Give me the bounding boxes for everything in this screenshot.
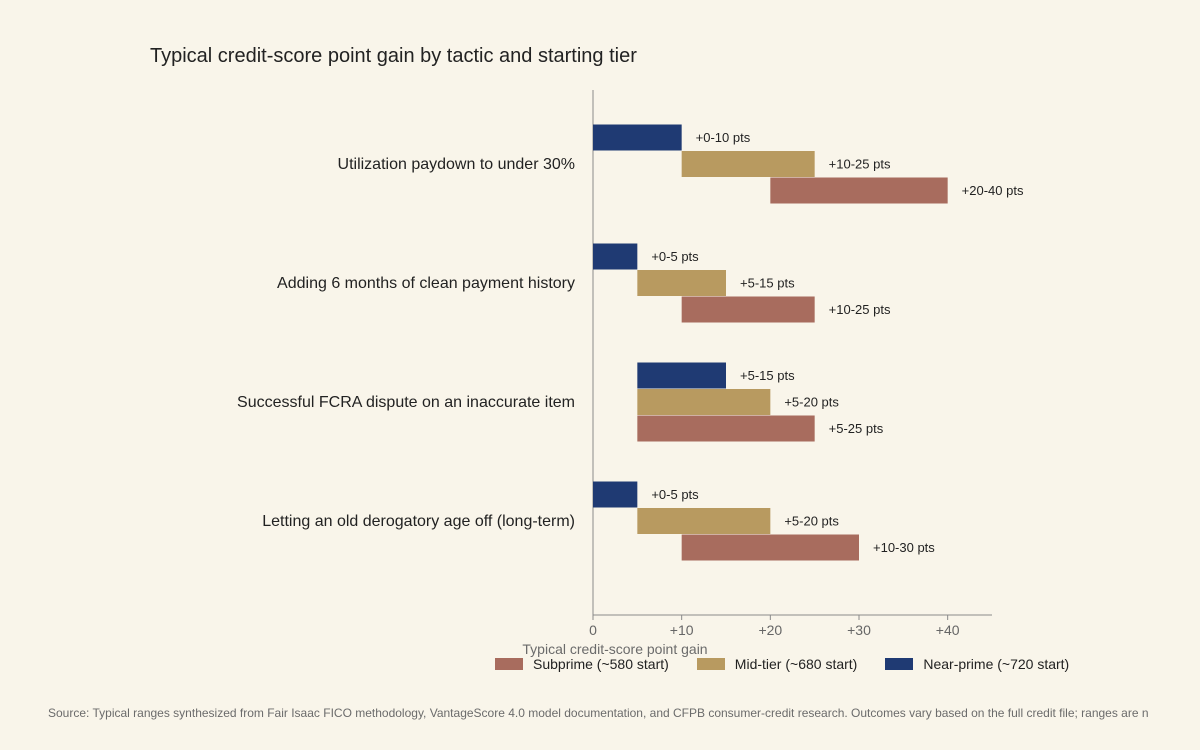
legend-item: Mid-tier (~680 start) <box>696 656 858 672</box>
category-label: Adding 6 months of clean payment history <box>277 275 575 292</box>
bar-data-label: +20-40 pts <box>962 183 1024 198</box>
legend-swatch <box>696 658 725 670</box>
bar <box>681 151 815 177</box>
legend-item: Near-prime (~720 start) <box>885 656 1069 672</box>
bar <box>637 362 726 389</box>
bar <box>637 270 726 296</box>
x-axis-title: Typical credit-score point gain <box>522 641 707 657</box>
bar <box>681 296 815 323</box>
bar <box>637 508 771 534</box>
bar-data-label: +10-25 pts <box>829 157 891 172</box>
bar-data-label: +0-5 pts <box>651 487 699 502</box>
bar-data-label: +10-25 pts <box>829 302 891 317</box>
category-label: Letting an old derogatory age off (long-… <box>262 513 575 530</box>
legend-label: Near-prime (~720 start) <box>923 656 1070 672</box>
bar-data-label: +0-5 pts <box>651 249 699 264</box>
legend-swatch <box>885 658 914 670</box>
bar-data-label: +5-20 pts <box>784 514 839 529</box>
bar-data-label: +5-25 pts <box>829 421 884 436</box>
legend-swatch <box>495 658 523 670</box>
x-tick-label: +40 <box>936 622 960 638</box>
category-label: Utilization paydown to under 30% <box>338 156 575 173</box>
bar <box>637 389 771 415</box>
legend-item: Subprime (~580 start) <box>495 656 669 672</box>
x-tick-label: 0 <box>589 622 597 638</box>
bar <box>593 124 682 151</box>
x-tick-label: +30 <box>847 622 871 638</box>
bar-data-label: +5-15 pts <box>740 276 795 291</box>
category-label: Successful FCRA dispute on an inaccurate… <box>237 394 575 411</box>
bar <box>770 177 948 204</box>
bar <box>593 243 638 270</box>
bar-data-label: +5-15 pts <box>740 368 795 383</box>
bar <box>681 534 859 561</box>
bar <box>637 415 815 442</box>
x-tick-label: +20 <box>758 622 782 638</box>
bar-data-label: +5-20 pts <box>784 395 839 410</box>
x-tick-label: +10 <box>670 622 694 638</box>
bar <box>593 481 638 508</box>
source-note: Source: Typical ranges synthesized from … <box>48 706 1149 720</box>
legend-label: Subprime (~580 start) <box>533 656 669 672</box>
bar-data-label: +0-10 pts <box>696 130 751 145</box>
chart-title: Typical credit-score point gain by tacti… <box>150 45 637 67</box>
legend: Subprime (~580 start) Mid-tier (~680 star… <box>495 656 1069 672</box>
bar-data-label: +10-30 pts <box>873 540 935 555</box>
legend-label: Mid-tier (~680 start) <box>734 656 858 672</box>
